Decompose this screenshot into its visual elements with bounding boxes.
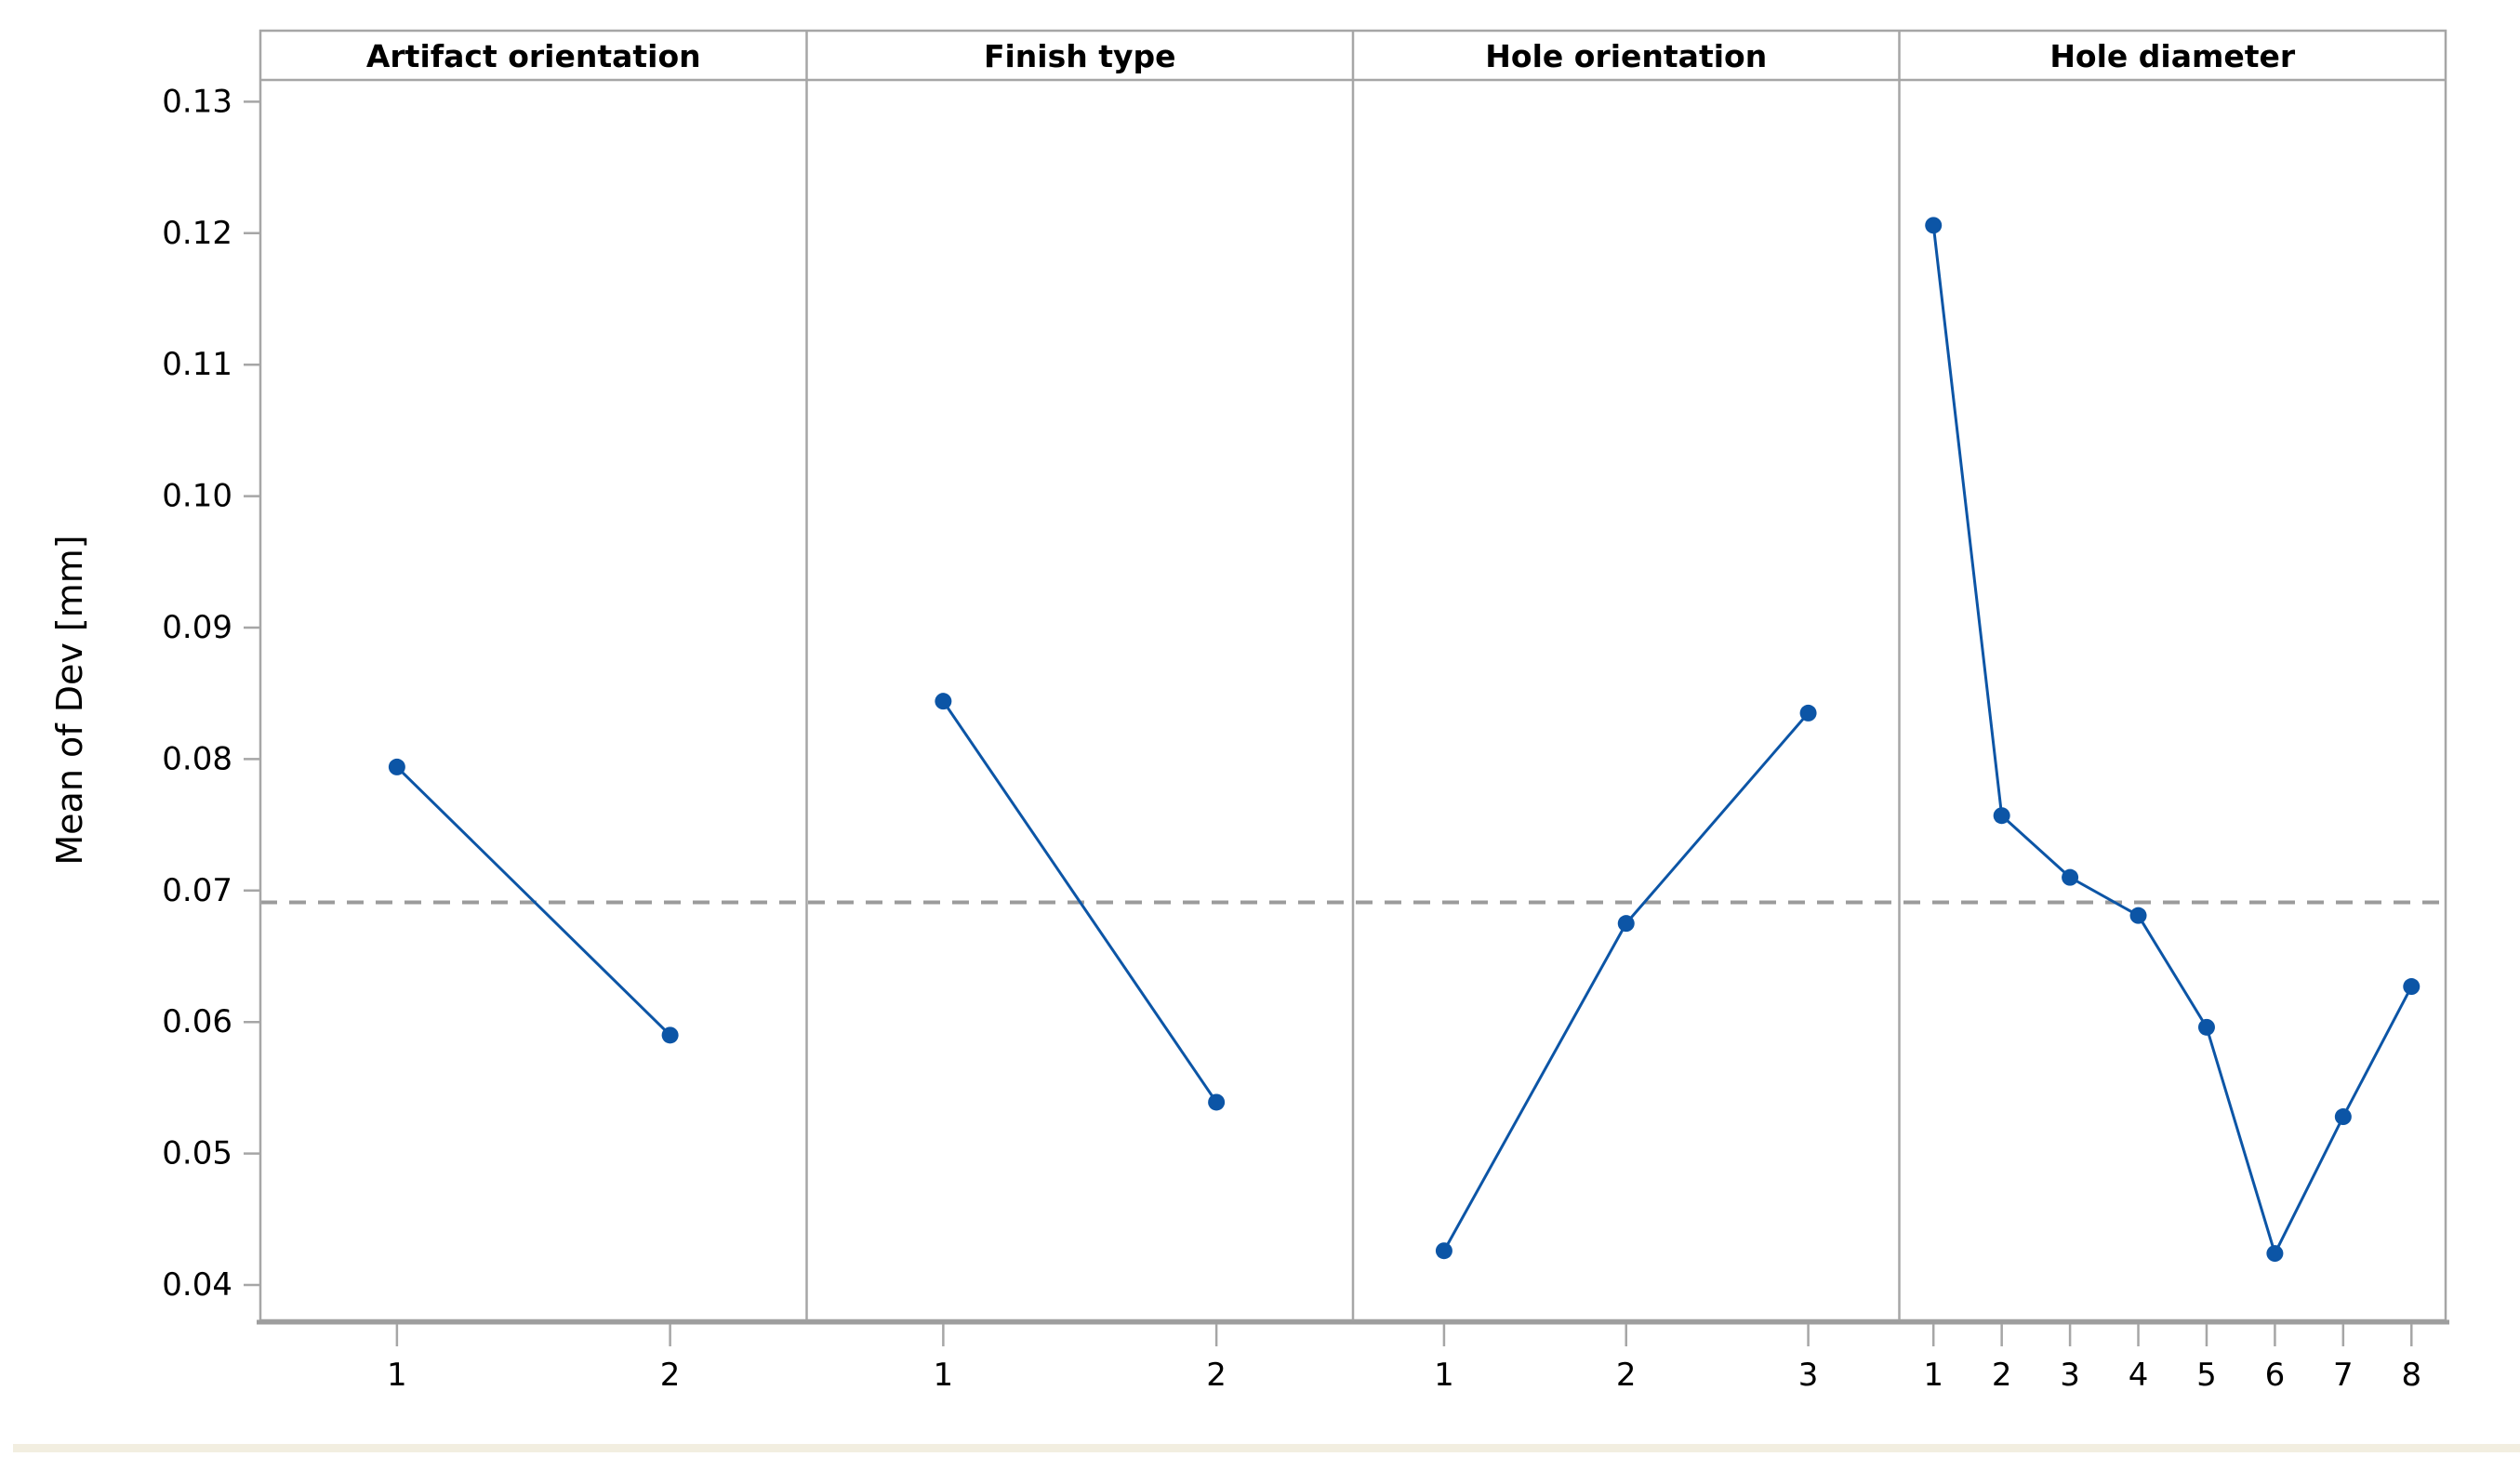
y-axis-label: Mean of Dev [mm] <box>49 535 90 865</box>
x-tick-label: 2 <box>1206 1357 1227 1394</box>
x-tick-label: 3 <box>2060 1357 2080 1394</box>
data-point <box>661 1026 679 1044</box>
data-point <box>2129 907 2147 924</box>
x-tick-label: 5 <box>2196 1357 2217 1394</box>
x-tick-label: 8 <box>2401 1357 2421 1394</box>
data-point <box>1799 704 1817 722</box>
series-line <box>395 765 671 1037</box>
y-tick-label: 0.09 <box>162 609 232 646</box>
x-tick-label: 1 <box>934 1357 954 1394</box>
y-tick-label: 0.06 <box>162 1003 232 1040</box>
x-tick-label: 7 <box>2333 1357 2354 1394</box>
data-point <box>1925 217 1943 234</box>
y-tick-label: 0.08 <box>162 740 232 777</box>
series-line <box>1931 225 2413 1258</box>
data-point <box>2266 1245 2284 1263</box>
data-point <box>2062 868 2079 886</box>
data-point <box>2334 1108 2352 1126</box>
x-tick-label: 4 <box>2129 1357 2149 1394</box>
x-tick-label: 2 <box>660 1357 681 1394</box>
x-tick-label: 3 <box>1798 1357 1819 1394</box>
y-tick-label: 0.07 <box>162 872 232 909</box>
data-point <box>1617 915 1635 933</box>
data-point <box>1208 1093 1226 1111</box>
panel-title: Hole diameter <box>2049 38 2296 74</box>
x-tick-label: 1 <box>1923 1357 1943 1394</box>
data-point <box>2197 1018 2215 1036</box>
panel-title: Artifact orientation <box>366 38 701 74</box>
data-point <box>1435 1242 1452 1260</box>
data-point <box>388 758 405 775</box>
x-tick-label: 1 <box>1434 1357 1454 1394</box>
x-tick-label: 6 <box>2265 1357 2286 1394</box>
y-tick-label: 0.05 <box>162 1135 232 1172</box>
data-point <box>1993 807 2010 825</box>
series-line <box>1442 711 1810 1251</box>
x-tick-label: 2 <box>1992 1357 2012 1394</box>
data-point <box>935 693 952 710</box>
y-tick-label: 0.10 <box>162 478 232 515</box>
x-tick-label: 1 <box>387 1357 407 1394</box>
window-edge-strip <box>13 1444 2520 1452</box>
data-point <box>2403 978 2421 996</box>
y-tick-label: 0.11 <box>162 346 232 383</box>
x-tick-label: 2 <box>1616 1357 1637 1394</box>
y-tick-label: 0.13 <box>162 83 232 120</box>
series-line <box>942 700 1218 1104</box>
panel-title: Finish type <box>984 38 1176 74</box>
panel-title: Hole orientation <box>1485 38 1767 74</box>
y-tick-label: 0.12 <box>162 215 232 252</box>
y-tick-label: 0.04 <box>162 1266 232 1304</box>
